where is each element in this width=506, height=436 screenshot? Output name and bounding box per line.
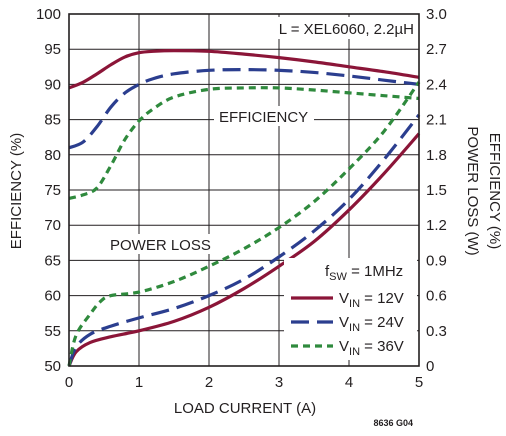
right-tick-label: 3.0 xyxy=(426,6,447,23)
right-tick-label: 0 xyxy=(426,358,434,375)
switching-frequency-label: fSW = 1MHz xyxy=(325,263,403,283)
left-tick-label: 55 xyxy=(44,323,61,340)
legend-label: VIN = 24V xyxy=(339,314,404,334)
left-tick-label: 50 xyxy=(44,358,61,375)
fsw-value: = 1MHz xyxy=(347,263,403,280)
x-axis-title: LOAD CURRENT (A) xyxy=(174,400,316,417)
x-tick-label: 1 xyxy=(135,374,143,391)
efficiency-curve-vin-36v xyxy=(68,86,420,201)
x-tick-label: 3 xyxy=(275,374,283,391)
legend: VIN = 12V VIN = 24V VIN = 36V xyxy=(291,290,404,358)
figure-id: 8636 G04 xyxy=(373,418,413,428)
left-tick-label: 80 xyxy=(44,147,61,164)
fsw-sub: SW xyxy=(329,271,347,283)
left-tick-label: 70 xyxy=(44,217,61,234)
efficiency-curve-vin-12v xyxy=(68,49,420,90)
fsw-main: f xyxy=(325,263,330,280)
right-tick-labels: 0 0.3 0.6 0.9 1.2 1.5 1.8 2.1 2.4 2.7 3.0 xyxy=(426,6,447,375)
right-tick-label: 1.5 xyxy=(426,182,447,199)
power-loss-label-bg xyxy=(107,234,233,254)
right-tick-label: 2.1 xyxy=(426,112,447,129)
left-tick-label: 65 xyxy=(44,252,61,269)
legend-bg xyxy=(284,258,417,360)
x-tick-label: 4 xyxy=(345,374,353,391)
right-tick-label: 1.8 xyxy=(426,147,447,164)
left-tick-labels: 50 55 60 65 70 75 80 85 90 95 100 xyxy=(36,6,61,375)
efficiency-curve-vin-24v xyxy=(68,68,420,150)
power-loss-curve-vin-12v xyxy=(67,132,421,367)
power-loss-curve-vin-36v xyxy=(67,81,421,367)
right-tick-label: 2.7 xyxy=(426,41,447,58)
inductor-label-bg xyxy=(262,17,416,39)
left-tick-label: 85 xyxy=(44,112,61,129)
right-tick-label: 2.4 xyxy=(426,76,447,93)
right-axis-title: POWER LOSS (W) xyxy=(464,126,481,255)
left-axis-title: EFFICIENCY (%) xyxy=(8,133,25,249)
power-loss-label: POWER LOSS xyxy=(110,237,211,254)
left-tick-label: 75 xyxy=(44,182,61,199)
legend-label: VIN = 12V xyxy=(339,290,404,310)
left-tick-label: 95 xyxy=(44,41,61,58)
efficiency-label-bg xyxy=(214,106,314,126)
x-tick-label: 0 xyxy=(65,374,73,391)
left-tick-label: 100 xyxy=(36,6,61,23)
inductor-label: L = XEL6060, 2.2µH xyxy=(279,21,414,38)
efficiency-label: EFFICIENCY xyxy=(219,109,308,126)
left-tick-label: 90 xyxy=(44,76,61,93)
data-series xyxy=(67,49,421,367)
power-loss-curve-vin-24v xyxy=(67,113,421,367)
left-tick-label: 60 xyxy=(44,288,61,305)
right-tick-label: 0.6 xyxy=(426,288,447,305)
x-tick-labels: 0 1 2 3 4 5 xyxy=(65,374,423,391)
x-tick-label: 5 xyxy=(415,374,423,391)
plot-frame xyxy=(68,13,420,367)
right-tick-label: 1.2 xyxy=(426,217,447,234)
legend-label: VIN = 36V xyxy=(339,338,404,358)
right-tick-label: 0.3 xyxy=(426,323,447,340)
right-tick-label: 0.9 xyxy=(426,252,447,269)
x-tick-label: 2 xyxy=(205,374,213,391)
right-axis-title-overlay: EFFICIENCY (%) xyxy=(486,133,503,249)
